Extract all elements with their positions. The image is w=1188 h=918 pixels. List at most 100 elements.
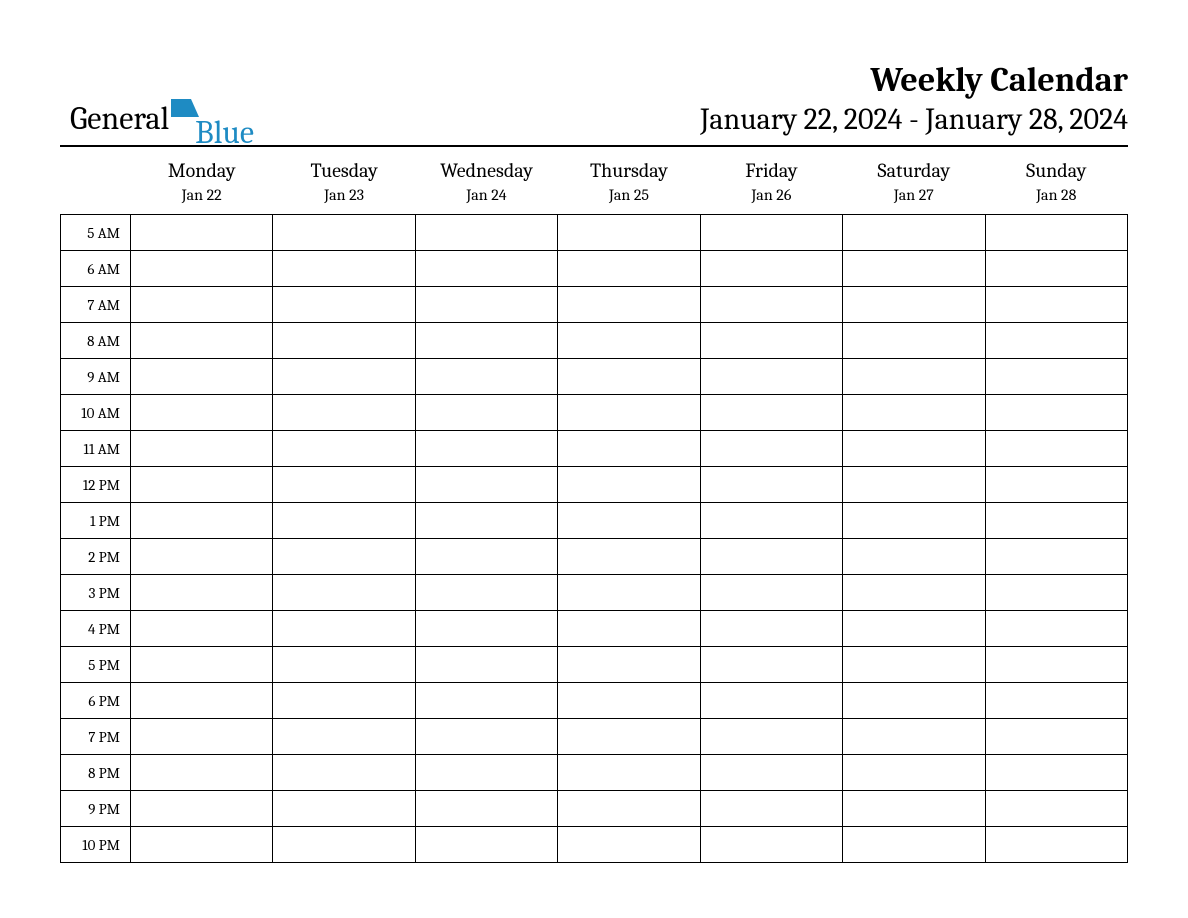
calendar-slot <box>985 647 1127 683</box>
calendar-slot <box>558 359 700 395</box>
logo-text-blue: Blue <box>195 114 254 151</box>
day-name: Tuesday <box>273 153 415 184</box>
time-row: 9 AM <box>61 359 1128 395</box>
calendar-slot <box>131 359 273 395</box>
calendar-table: Monday Tuesday Wednesday Thursday Friday… <box>60 153 1128 863</box>
time-row: 6 PM <box>61 683 1128 719</box>
calendar-slot <box>985 575 1127 611</box>
calendar-slot <box>273 395 415 431</box>
calendar-slot <box>985 287 1127 323</box>
calendar-slot <box>843 287 985 323</box>
calendar-slot <box>415 611 557 647</box>
time-row: 12 PM <box>61 467 1128 503</box>
calendar-slot <box>558 215 700 251</box>
calendar-slot <box>985 395 1127 431</box>
day-date: Jan 27 <box>843 184 985 215</box>
calendar-slot <box>131 323 273 359</box>
calendar-slot <box>273 251 415 287</box>
calendar-slot <box>558 719 700 755</box>
time-label: 12 PM <box>61 467 131 503</box>
calendar-slot <box>273 359 415 395</box>
calendar-slot <box>415 791 557 827</box>
calendar-slot <box>700 755 842 791</box>
calendar-slot <box>131 431 273 467</box>
time-label: 10 AM <box>61 395 131 431</box>
calendar-slot <box>558 575 700 611</box>
calendar-slot <box>415 683 557 719</box>
calendar-slot <box>273 503 415 539</box>
time-label: 6 PM <box>61 683 131 719</box>
day-name: Wednesday <box>415 153 557 184</box>
time-row: 4 PM <box>61 611 1128 647</box>
calendar-slot <box>843 395 985 431</box>
calendar-slot <box>843 755 985 791</box>
day-date: Jan 25 <box>558 184 700 215</box>
calendar-slot <box>843 539 985 575</box>
calendar-slot <box>700 827 842 863</box>
day-name: Sunday <box>985 153 1127 184</box>
calendar-slot <box>415 251 557 287</box>
time-row: 5 PM <box>61 647 1128 683</box>
calendar-slot <box>843 791 985 827</box>
calendar-slot <box>700 611 842 647</box>
calendar-slot <box>700 791 842 827</box>
day-date: Jan 22 <box>131 184 273 215</box>
calendar-grid: Monday Tuesday Wednesday Thursday Friday… <box>60 153 1128 863</box>
calendar-slot <box>985 323 1127 359</box>
calendar-slot <box>131 503 273 539</box>
calendar-slot <box>131 611 273 647</box>
corner-cell <box>61 184 131 215</box>
calendar-slot <box>843 323 985 359</box>
calendar-slot <box>700 359 842 395</box>
calendar-slot <box>700 539 842 575</box>
time-label: 2 PM <box>61 539 131 575</box>
calendar-slot <box>558 791 700 827</box>
calendar-slot <box>415 827 557 863</box>
calendar-slot <box>558 683 700 719</box>
calendar-slot <box>131 755 273 791</box>
calendar-slot <box>273 215 415 251</box>
time-row: 10 AM <box>61 395 1128 431</box>
calendar-slot <box>700 467 842 503</box>
date-range: January 22, 2024 - January 28, 2024 <box>700 102 1128 137</box>
calendar-slot <box>131 575 273 611</box>
calendar-slot <box>415 215 557 251</box>
calendar-slot <box>843 431 985 467</box>
calendar-slot <box>700 647 842 683</box>
calendar-slot <box>843 359 985 395</box>
calendar-slot <box>415 719 557 755</box>
time-label: 3 PM <box>61 575 131 611</box>
day-date: Jan 24 <box>415 184 557 215</box>
day-date-row: Jan 22 Jan 23 Jan 24 Jan 25 Jan 26 Jan 2… <box>61 184 1128 215</box>
calendar-slot <box>700 323 842 359</box>
calendar-slot <box>273 647 415 683</box>
calendar-slot <box>131 251 273 287</box>
calendar-slot <box>985 827 1127 863</box>
calendar-slot <box>273 683 415 719</box>
time-row: 6 AM <box>61 251 1128 287</box>
calendar-slot <box>415 359 557 395</box>
calendar-slot <box>700 431 842 467</box>
time-row: 11 AM <box>61 431 1128 467</box>
time-row: 1 PM <box>61 503 1128 539</box>
calendar-slot <box>985 539 1127 575</box>
calendar-slot <box>985 215 1127 251</box>
calendar-slot <box>985 719 1127 755</box>
brand-logo: General Blue <box>60 100 258 137</box>
calendar-slot <box>700 683 842 719</box>
calendar-slot <box>415 647 557 683</box>
time-row: 3 PM <box>61 575 1128 611</box>
calendar-slot <box>843 467 985 503</box>
calendar-slot <box>985 791 1127 827</box>
calendar-slot <box>558 647 700 683</box>
time-row: 7 AM <box>61 287 1128 323</box>
calendar-slot <box>131 647 273 683</box>
time-label: 1 PM <box>61 503 131 539</box>
logo-text-general: General <box>70 100 169 137</box>
time-label: 11 AM <box>61 431 131 467</box>
time-label: 8 AM <box>61 323 131 359</box>
calendar-slot <box>843 503 985 539</box>
calendar-slot <box>985 431 1127 467</box>
calendar-slot <box>843 827 985 863</box>
calendar-slot <box>700 395 842 431</box>
